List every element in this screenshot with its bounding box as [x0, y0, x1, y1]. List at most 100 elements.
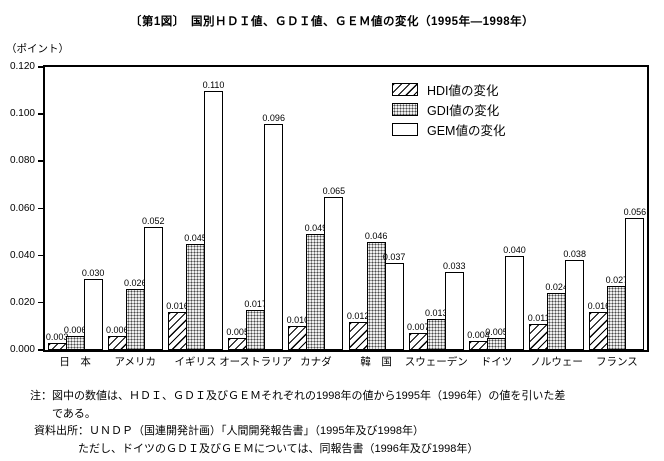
- y-axis-tick: [38, 301, 43, 304]
- y-axis-tick-label: 0.000: [9, 344, 35, 355]
- bar-value-label: 0.056: [623, 207, 647, 217]
- bar-hatch-9: [589, 312, 609, 350]
- x-axis-label-0: 日 本: [59, 356, 91, 368]
- bar-hatch-0: [47, 343, 67, 350]
- y-axis-tick: [38, 66, 43, 68]
- bar-plain-7: [505, 256, 524, 350]
- bar-dots-1: [125, 289, 145, 350]
- y-axis-tick: [38, 207, 43, 209]
- bar-value-label: 0.024: [545, 282, 568, 292]
- bar-plain-3: [264, 124, 284, 350]
- bar-dots-0: [65, 336, 85, 350]
- x-axis: 日 本 アメリカ イギリス オーストラリア カナダ 韓 国スウェーデン ドイツ ノルウェー フラ…: [43, 356, 649, 372]
- y-axis-tick-label: 0.020: [9, 296, 35, 308]
- bar-value-label: 0.017: [244, 299, 267, 309]
- bar-plain-5: [384, 263, 404, 350]
- bar-value-label: 0.045: [184, 233, 207, 243]
- y-axis-tick: [38, 254, 43, 257]
- bar-dots-3: [246, 310, 266, 350]
- bar-value-label: 0.012: [346, 311, 370, 321]
- y-axis-tick-label: 0.060: [9, 202, 35, 214]
- bar-value-label: 0.033: [443, 261, 466, 271]
- x-axis-label-5: 韓 国: [360, 356, 392, 368]
- gem-plain-swatch-icon: [392, 122, 418, 136]
- bar-value-label: 0.005: [226, 327, 249, 337]
- bar-value-label: 0.046: [364, 231, 388, 241]
- y-axis: 0.000 0.020 0.040 0.060 0.080 0.100 0.120: [0, 61, 43, 355]
- y-axis-tick-label: 0.040: [9, 249, 35, 261]
- x-axis-label-1: アメリカ: [114, 356, 157, 368]
- plot-area: 0.003 0.006 0.030 0.006 0.026 0.052 0.016 0.045…: [43, 65, 649, 352]
- bar-plain-8: [565, 260, 585, 350]
- note-line-3: 資料出所：ＵＮＤＰ（国連開発計画）「人間開発報告書」（1995年及び1998年）: [34, 425, 424, 437]
- legend-item-hdi: HDI値の変化: [392, 82, 505, 98]
- footnotes: 注：図中の数値は、ＨＤＩ、ＧＤＩ及びＧＥＭそれぞれの1998年の値から1995年…: [30, 388, 565, 458]
- legend-label-gem: GEM値の変化: [427, 123, 506, 138]
- bar-value-label: 0.004: [467, 330, 490, 340]
- figure-title: 〔第1図〕 国別ＨＤＩ値、ＧＤＩ値、ＧＥＭ値の変化（1995年―1998年）: [129, 16, 535, 28]
- x-axis-label-3: オーストラリア: [219, 356, 293, 368]
- bar-hatch-1: [107, 336, 127, 350]
- bar-value-label: 0.026: [124, 278, 147, 288]
- bar-value-label: 0.011: [527, 313, 550, 323]
- legend-item-gdi: GDI値の変化: [392, 102, 505, 118]
- bar-value-label: 0.013: [425, 308, 448, 318]
- bar-plain-9: [625, 218, 645, 350]
- y-axis-tick-label: 0.100: [9, 108, 35, 120]
- legend-item-gem: GEM値の変化: [392, 122, 506, 138]
- gdi-dots-swatch-icon: [392, 102, 418, 116]
- bar-hatch-7: [469, 341, 488, 350]
- bar-value-label: 0.037: [382, 252, 406, 262]
- y-axis-tick-label: 0.120: [9, 61, 35, 72]
- bar-plain-4: [324, 197, 344, 350]
- bar-value-label: 0.065: [322, 186, 346, 196]
- bar-hatch-4: [288, 326, 308, 350]
- note-line-4: ただし、ドイツのＧＤＩ及びＧＥＭについては、同報告書（1996年及び1998年）: [78, 442, 479, 455]
- y-axis-tick: [38, 349, 43, 351]
- bar-value-label: 0.006: [106, 325, 129, 335]
- legend-label-gdi: GDI値の変化: [427, 103, 500, 118]
- bar-plain-6: [444, 272, 464, 350]
- bar-value-label: 0.096: [262, 113, 285, 123]
- x-axis-label-4: カナダ: [300, 356, 332, 368]
- y-axis-unit-label: （ポイント）: [6, 43, 69, 55]
- bar-value-label: 0.049: [304, 223, 328, 233]
- x-axis-label-9: フランス: [595, 356, 638, 368]
- x-axis-label-8: ノルウェー: [530, 356, 583, 368]
- plot-inner: 0.003 0.006 0.030 0.006 0.026 0.052 0.016 0.045…: [45, 67, 647, 350]
- bar-value-label: 0.007: [407, 322, 430, 332]
- bar-value-label: 0.040: [503, 245, 526, 255]
- bar-value-label: 0.006: [63, 325, 87, 335]
- bar-value-label: 0.052: [142, 216, 165, 226]
- bar-hatch-2: [168, 312, 187, 350]
- bar-value-label: 0.030: [81, 268, 105, 278]
- hdi-hatch-swatch-icon: [392, 82, 418, 96]
- bar-plain-2: [204, 91, 223, 350]
- bar-plain-1: [143, 227, 163, 350]
- note-line-1: 注：図中の数値は、ＨＤＩ、ＧＤＩ及びＧＥＭそれぞれの1998年の値から1995年…: [30, 390, 566, 402]
- legend-label-hdi: HDI値の変化: [427, 83, 499, 98]
- bar-value-label: 0.110: [202, 80, 225, 90]
- bar-dots-7: [487, 338, 506, 350]
- bar-dots-6: [426, 319, 446, 350]
- bar-hatch-8: [529, 324, 549, 350]
- x-axis-label-6: スウェーデン: [404, 356, 468, 368]
- bar-value-label: 0.027: [605, 275, 629, 285]
- bar-dots-9: [607, 286, 627, 350]
- bar-value-label: 0.005: [485, 327, 508, 337]
- bar-plain-0: [83, 279, 103, 350]
- y-axis-tick-label: 0.080: [9, 155, 35, 167]
- bar-hatch-6: [408, 333, 428, 350]
- bar-dots-8: [547, 293, 567, 350]
- note-line-2: である。: [52, 407, 96, 420]
- bar-value-label: 0.038: [563, 249, 586, 259]
- bar-hatch-5: [348, 322, 368, 350]
- x-axis-label-2: イギリス: [174, 356, 217, 368]
- y-axis-tick: [38, 113, 43, 115]
- bar-value-label: 0.010: [286, 315, 310, 325]
- bar-dots-2: [186, 244, 205, 350]
- bar-value-label: 0.003: [45, 332, 69, 342]
- bar-value-label: 0.016: [166, 301, 189, 311]
- bar-hatch-3: [228, 338, 248, 350]
